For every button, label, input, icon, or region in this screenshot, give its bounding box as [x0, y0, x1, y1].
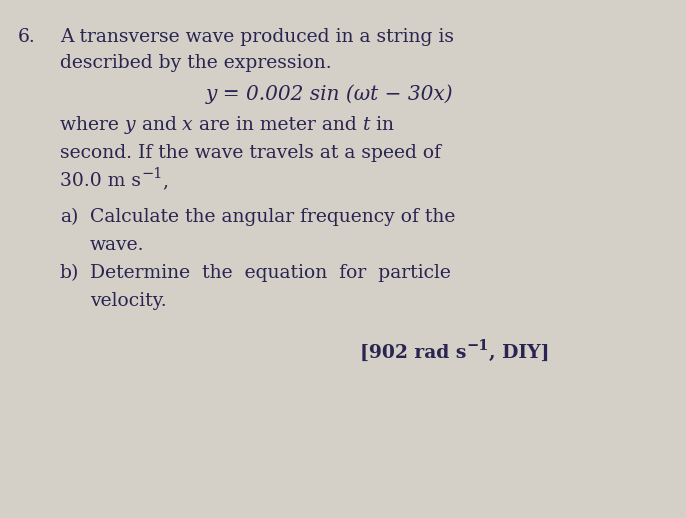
Text: [902 rad s: [902 rad s — [360, 344, 466, 362]
Text: where: where — [60, 116, 125, 134]
Text: Determine  the  equation  for  particle: Determine the equation for particle — [90, 264, 451, 282]
Text: wave.: wave. — [90, 236, 145, 254]
Text: second. If the wave travels at a speed of: second. If the wave travels at a speed o… — [60, 144, 441, 162]
Text: b): b) — [60, 264, 80, 282]
Text: , DIY]: , DIY] — [489, 344, 549, 362]
Text: t: t — [363, 116, 370, 134]
Text: −1: −1 — [466, 339, 489, 353]
Text: in: in — [370, 116, 394, 134]
Text: −1: −1 — [466, 339, 489, 353]
Text: and: and — [136, 116, 182, 134]
Text: y = 0.002 sin (ωt − 30x): y = 0.002 sin (ωt − 30x) — [206, 84, 454, 104]
Text: x: x — [182, 116, 193, 134]
Text: −1: −1 — [141, 167, 163, 181]
Text: 30.0 m s: 30.0 m s — [60, 172, 141, 190]
Text: Calculate the angular frequency of the: Calculate the angular frequency of the — [90, 208, 456, 226]
Text: 6.: 6. — [18, 28, 36, 46]
Text: −1: −1 — [141, 167, 163, 181]
Text: [902 rad s: [902 rad s — [360, 344, 466, 362]
Text: A transverse wave produced in a string is: A transverse wave produced in a string i… — [60, 28, 454, 46]
Text: ,: , — [163, 172, 168, 190]
Text: described by the expression.: described by the expression. — [60, 54, 331, 72]
Text: velocity.: velocity. — [90, 292, 167, 310]
Text: 30.0 m s: 30.0 m s — [60, 172, 141, 190]
Text: y: y — [125, 116, 136, 134]
Text: are in meter and: are in meter and — [193, 116, 363, 134]
Text: a): a) — [60, 208, 78, 226]
